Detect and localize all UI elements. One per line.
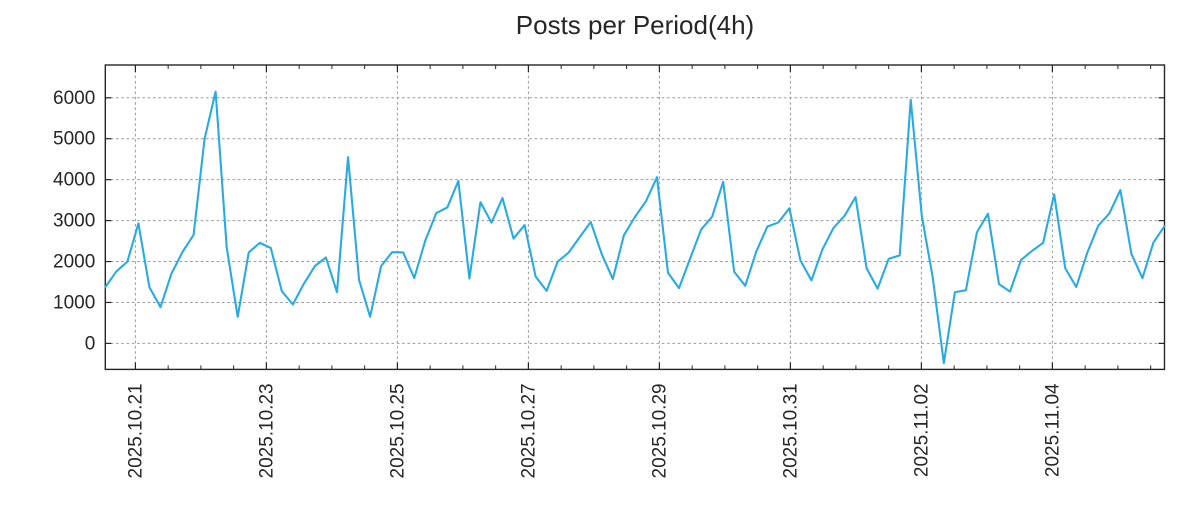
svg-text:2025.11.02: 2025.11.02 <box>911 383 932 477</box>
svg-text:1000: 1000 <box>53 292 95 313</box>
svg-text:0: 0 <box>85 333 96 354</box>
svg-text:4000: 4000 <box>53 170 95 191</box>
svg-text:3000: 3000 <box>53 211 95 232</box>
svg-text:2025.10.25: 2025.10.25 <box>387 383 408 478</box>
svg-text:2025.10.29: 2025.10.29 <box>649 383 670 478</box>
svg-text:2025.10.23: 2025.10.23 <box>256 383 277 478</box>
svg-text:2025.10.21: 2025.10.21 <box>125 383 146 478</box>
svg-text:2025.10.31: 2025.10.31 <box>780 383 801 478</box>
svg-text:2000: 2000 <box>53 252 95 273</box>
svg-text:5000: 5000 <box>53 129 95 150</box>
svg-text:6000: 6000 <box>53 88 95 109</box>
svg-text:2025.11.04: 2025.11.04 <box>1042 383 1063 477</box>
svg-text:2025.10.27: 2025.10.27 <box>518 383 539 478</box>
svg-text:Posts per Period(4h): Posts per Period(4h) <box>516 10 754 40</box>
